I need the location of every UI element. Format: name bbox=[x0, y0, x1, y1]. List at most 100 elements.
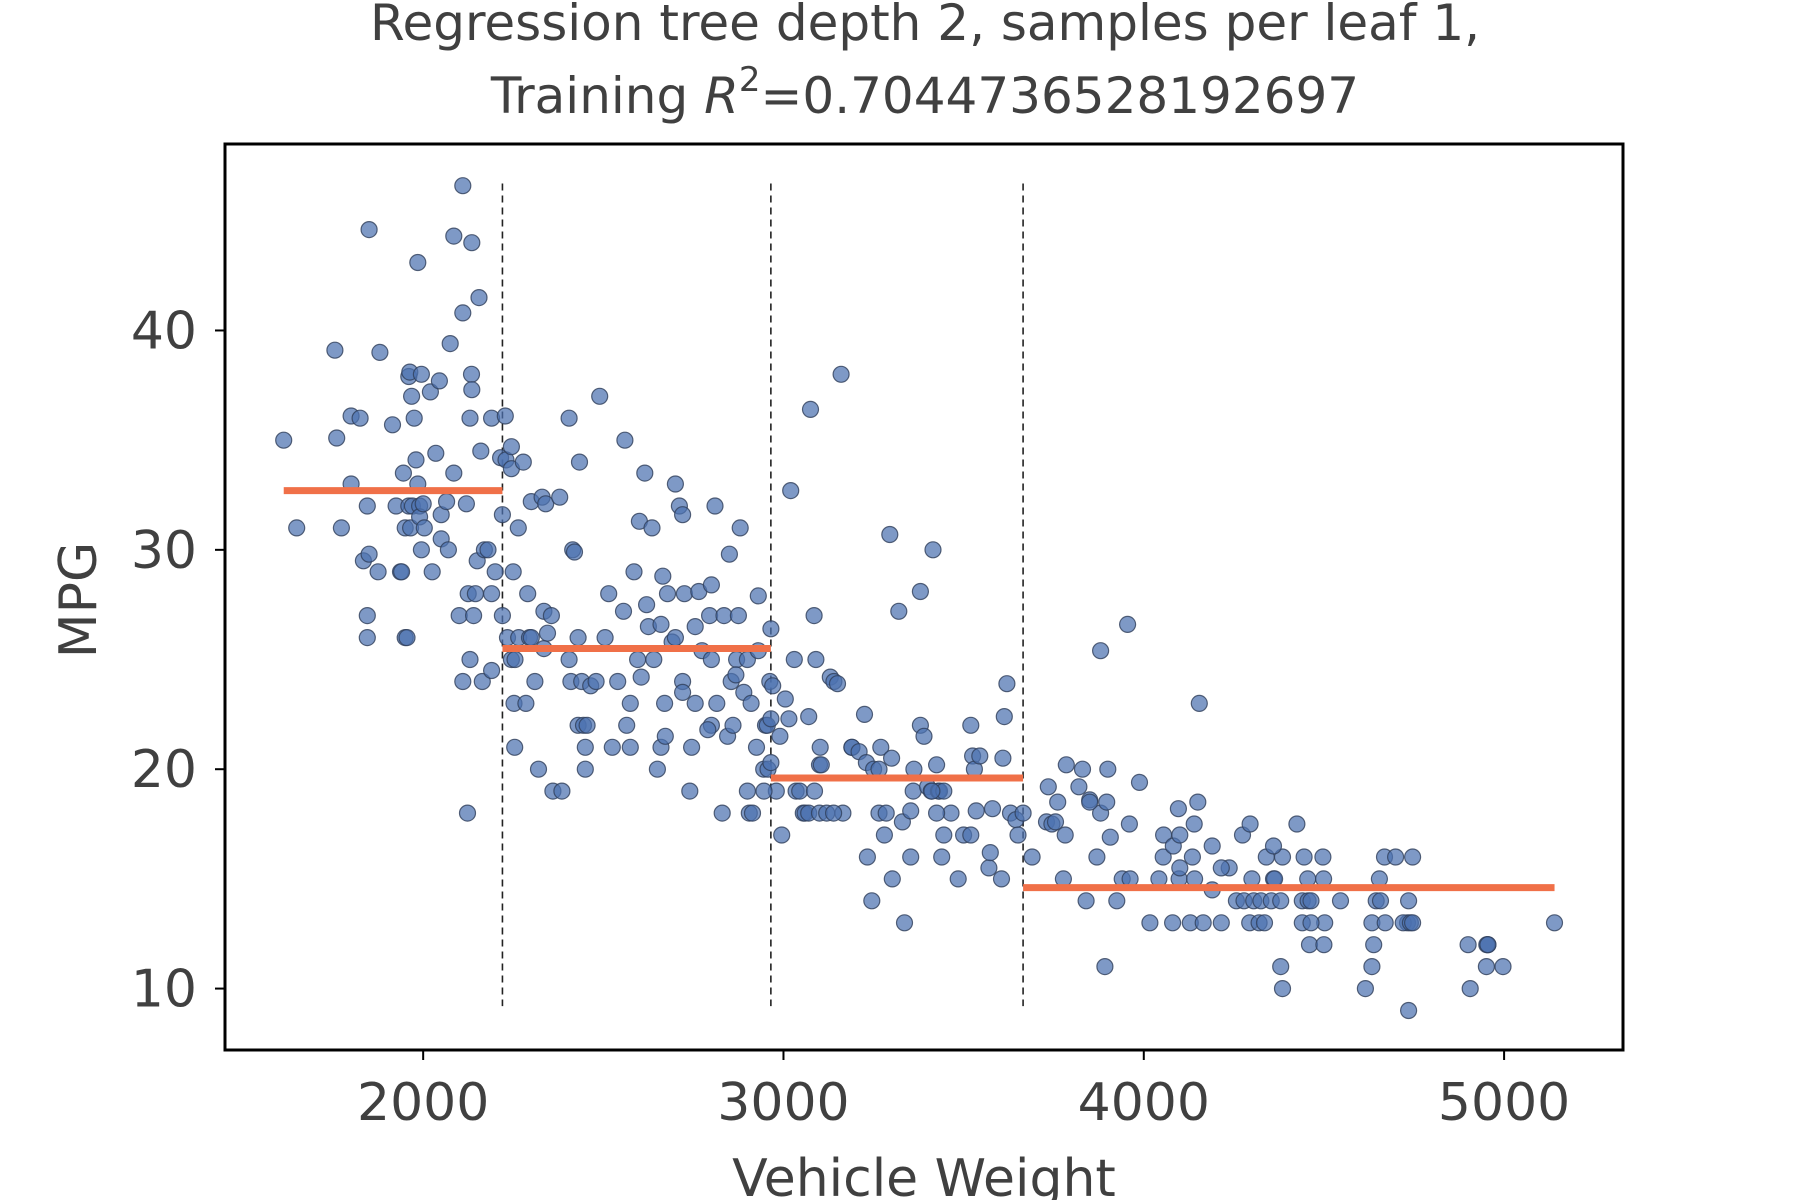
plot-frame bbox=[223, 142, 1625, 1052]
data-point bbox=[609, 672, 627, 691]
data-point bbox=[1212, 914, 1230, 932]
data-point bbox=[369, 563, 387, 581]
data-point bbox=[855, 705, 874, 724]
data-point bbox=[1331, 892, 1350, 910]
data-point bbox=[1091, 642, 1110, 660]
data-point bbox=[603, 738, 621, 756]
data-point bbox=[877, 804, 895, 822]
data-point bbox=[1365, 936, 1383, 954]
data-point bbox=[666, 475, 685, 493]
data-point bbox=[529, 760, 548, 778]
data-point bbox=[902, 848, 920, 866]
data-point bbox=[764, 677, 782, 695]
data-point bbox=[591, 387, 609, 405]
data-point bbox=[1273, 979, 1292, 998]
data-point bbox=[1171, 826, 1189, 844]
data-point bbox=[911, 582, 930, 601]
data-point bbox=[1315, 936, 1333, 954]
data-point bbox=[805, 606, 823, 625]
data-point bbox=[927, 756, 946, 774]
data-point bbox=[275, 431, 293, 449]
x-tick-label: 4000 bbox=[1078, 1073, 1210, 1133]
data-point bbox=[858, 848, 877, 866]
data-point bbox=[652, 615, 670, 634]
data-point bbox=[502, 438, 520, 456]
data-point bbox=[1212, 859, 1230, 877]
data-point bbox=[782, 482, 800, 500]
data-point bbox=[1203, 837, 1221, 855]
data-point bbox=[747, 738, 766, 756]
data-point bbox=[483, 661, 501, 680]
data-point bbox=[902, 802, 920, 820]
data-point bbox=[994, 749, 1012, 767]
data-point bbox=[962, 716, 980, 734]
data-point bbox=[454, 672, 472, 691]
data-point bbox=[351, 409, 369, 427]
data-point bbox=[358, 497, 376, 515]
data-point bbox=[587, 672, 605, 691]
data-point bbox=[1494, 957, 1512, 976]
data-point bbox=[895, 914, 914, 932]
data-point bbox=[1545, 914, 1564, 932]
data-point bbox=[1009, 826, 1027, 844]
data-point bbox=[493, 606, 511, 625]
axes: 2000 3000 4000 5000 10 20 30 40 bbox=[131, 301, 1570, 1133]
data-point bbox=[648, 760, 667, 778]
data-point bbox=[983, 800, 1002, 818]
data-point bbox=[445, 464, 463, 482]
data-point bbox=[1376, 914, 1394, 932]
data-point bbox=[1264, 837, 1283, 855]
data-point bbox=[771, 727, 789, 745]
data-point bbox=[762, 710, 780, 728]
data-point bbox=[405, 409, 423, 427]
data-point bbox=[791, 782, 809, 800]
data-point bbox=[981, 843, 999, 862]
data-point bbox=[1073, 760, 1092, 778]
data-point bbox=[409, 253, 427, 272]
data-point bbox=[621, 694, 639, 713]
data-point bbox=[1356, 979, 1375, 998]
data-point bbox=[1099, 760, 1117, 778]
data-point bbox=[1014, 804, 1032, 822]
data-point bbox=[773, 826, 791, 844]
data-point bbox=[616, 431, 634, 449]
data-point bbox=[980, 859, 998, 877]
data-point bbox=[445, 227, 463, 245]
data-point bbox=[675, 585, 694, 603]
data-point bbox=[1302, 914, 1320, 932]
data-point bbox=[686, 617, 704, 636]
data-point bbox=[749, 587, 767, 605]
data-point bbox=[483, 585, 501, 603]
data-point bbox=[470, 289, 488, 307]
data-point bbox=[576, 738, 594, 756]
data-point bbox=[1477, 957, 1496, 976]
data-point bbox=[479, 541, 497, 559]
data-point bbox=[576, 760, 594, 778]
chart-title-line-2: Training R2=0.7044736528192697 bbox=[490, 60, 1359, 125]
data-point bbox=[421, 383, 439, 401]
data-point bbox=[473, 672, 491, 691]
data-point bbox=[915, 727, 933, 745]
data-point bbox=[1169, 800, 1188, 818]
data-point bbox=[509, 519, 527, 537]
data-point bbox=[360, 545, 378, 563]
data-point bbox=[872, 738, 890, 756]
data-point bbox=[427, 444, 445, 462]
data-point bbox=[472, 442, 490, 460]
data-point bbox=[666, 628, 685, 647]
data-point bbox=[628, 650, 647, 669]
data-point bbox=[637, 596, 656, 614]
data-point bbox=[882, 749, 901, 767]
data-point bbox=[755, 782, 773, 800]
data-point bbox=[403, 387, 421, 405]
data-point bbox=[517, 694, 535, 713]
data-point bbox=[949, 870, 967, 888]
data-point bbox=[1039, 778, 1057, 796]
data-point bbox=[458, 804, 477, 822]
data-point bbox=[1363, 957, 1381, 976]
data-point bbox=[618, 716, 636, 734]
data-point bbox=[656, 727, 674, 745]
data-point bbox=[412, 541, 430, 559]
data-point bbox=[1101, 828, 1119, 846]
data-point bbox=[998, 675, 1016, 693]
